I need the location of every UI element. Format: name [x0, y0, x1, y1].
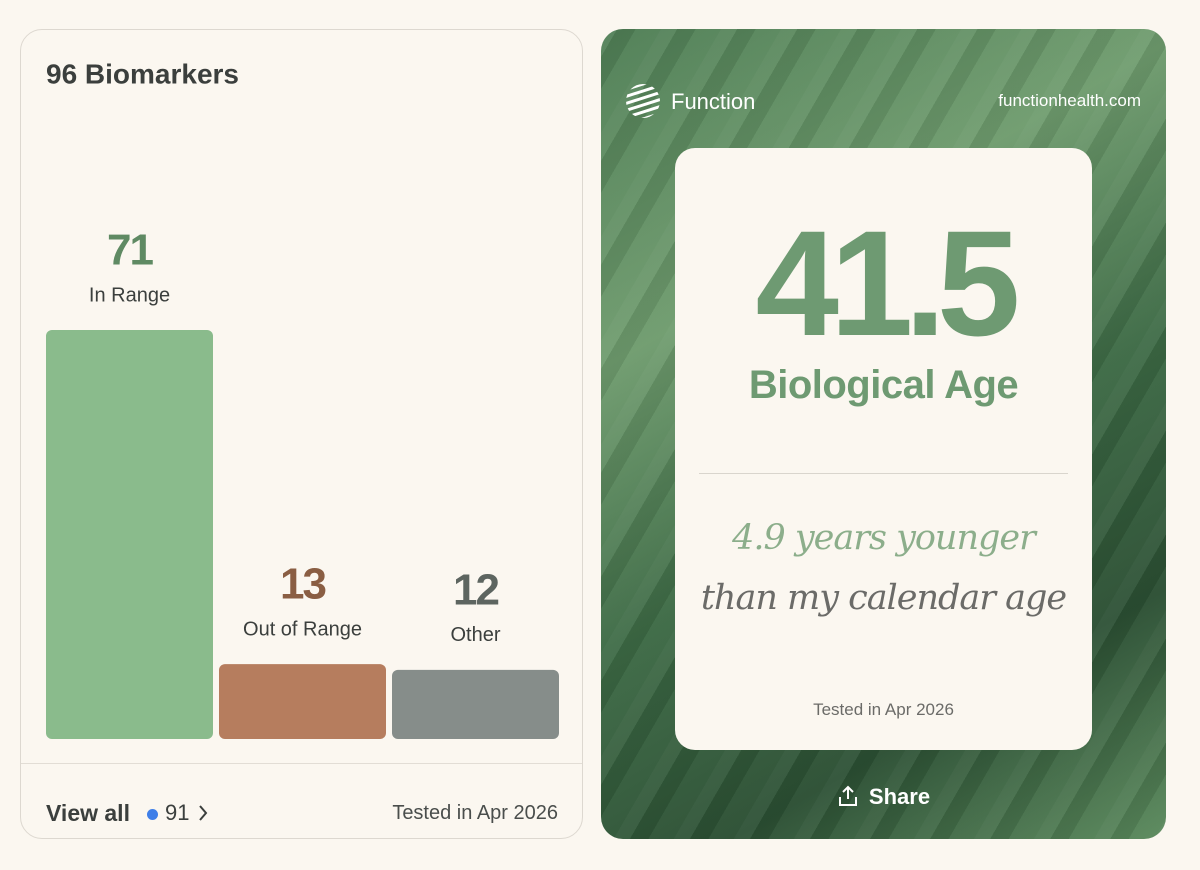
- bar: [392, 669, 559, 739]
- count: 91: [165, 800, 190, 825]
- chart-title: 96 Biomarkers: [46, 58, 239, 89]
- share-card: Function functionhealth.com 41.5 Biologi…: [601, 29, 1166, 839]
- bar-chart: 96 Biomarkers 71 In Range 13 Out of Range 12…: [46, 58, 559, 739]
- category-label: Other: [450, 624, 500, 646]
- divider: [699, 473, 1068, 474]
- category-label: In Range: [89, 284, 170, 306]
- share-label[interactable]: Share: [868, 784, 931, 809]
- divider: [21, 763, 582, 764]
- bar: [219, 664, 386, 739]
- category-label: Out of Range: [243, 618, 362, 640]
- tested-date: Tested in Apr 2026: [392, 802, 558, 824]
- share-button[interactable]: Share: [601, 784, 1166, 810]
- comparison-text: than my calendar age: [700, 578, 1067, 618]
- site-url[interactable]: functionhealth.com: [998, 91, 1141, 110]
- value-label: 12: [453, 565, 498, 614]
- age-card: 41.5 Biological Age 4.9 years younger th…: [675, 148, 1092, 750]
- chevron: [199, 805, 208, 821]
- value-label: 71: [107, 226, 153, 275]
- brand-name: Function: [671, 89, 756, 114]
- younger-text: 4.9 years younger: [732, 518, 1036, 558]
- biomarkers-card: 96 Biomarkers 71 In Range 13 Out of Range 12…: [20, 29, 583, 839]
- value-label: 13: [280, 560, 325, 609]
- status-dot: [147, 809, 158, 820]
- age-label: Biological Age: [748, 363, 1019, 407]
- share-icon: [838, 785, 857, 806]
- bar: [46, 330, 213, 739]
- brand-logo: [626, 84, 660, 118]
- tested-date: Tested in Apr 2026: [813, 700, 954, 719]
- view-all-link[interactable]: View all: [46, 800, 130, 826]
- biological-age: 41.5: [755, 199, 1021, 367]
